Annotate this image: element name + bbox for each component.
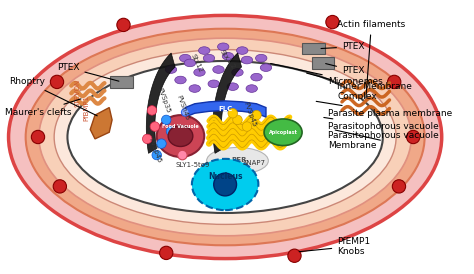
Text: FLC: FLC bbox=[218, 107, 232, 112]
Circle shape bbox=[152, 150, 162, 160]
Text: RER: RER bbox=[232, 157, 247, 163]
Text: Maurer's clefts: Maurer's clefts bbox=[5, 99, 81, 117]
Ellipse shape bbox=[9, 15, 442, 259]
Circle shape bbox=[117, 18, 130, 32]
Ellipse shape bbox=[246, 85, 257, 92]
Circle shape bbox=[214, 173, 237, 196]
Text: PfEMP1
Knobs: PfEMP1 Knobs bbox=[299, 236, 370, 256]
Text: PVSp45: PVSp45 bbox=[147, 137, 162, 164]
Circle shape bbox=[166, 127, 176, 136]
Circle shape bbox=[288, 249, 301, 262]
Ellipse shape bbox=[222, 52, 234, 60]
Text: PTEX: PTEX bbox=[57, 63, 119, 81]
Circle shape bbox=[242, 122, 252, 131]
Ellipse shape bbox=[54, 50, 396, 224]
FancyBboxPatch shape bbox=[311, 57, 334, 68]
Text: PVSn45: PVSn45 bbox=[176, 94, 191, 121]
Text: PfBMP1: PfBMP1 bbox=[83, 95, 90, 121]
Text: Food Vacuole: Food Vacuole bbox=[162, 124, 199, 129]
Ellipse shape bbox=[184, 59, 196, 67]
Circle shape bbox=[143, 134, 152, 144]
Ellipse shape bbox=[165, 66, 177, 73]
Ellipse shape bbox=[194, 68, 205, 76]
Circle shape bbox=[157, 139, 166, 149]
Circle shape bbox=[160, 246, 173, 259]
Ellipse shape bbox=[199, 47, 210, 54]
Text: SNAP7: SNAP7 bbox=[242, 159, 265, 165]
Ellipse shape bbox=[208, 80, 219, 88]
FancyBboxPatch shape bbox=[110, 76, 133, 88]
Text: PTEX: PTEX bbox=[321, 42, 365, 51]
Ellipse shape bbox=[39, 38, 411, 236]
Text: Inner Membrane
Complex: Inner Membrane Complex bbox=[307, 73, 412, 101]
Ellipse shape bbox=[26, 29, 425, 245]
Polygon shape bbox=[146, 53, 175, 153]
Ellipse shape bbox=[180, 54, 191, 62]
Circle shape bbox=[50, 75, 64, 89]
Text: Parasite plasma membrane: Parasite plasma membrane bbox=[316, 101, 452, 118]
Circle shape bbox=[178, 150, 187, 160]
Polygon shape bbox=[185, 101, 266, 117]
Text: SLY1-5to9: SLY1-5to9 bbox=[176, 162, 210, 169]
Circle shape bbox=[53, 180, 66, 193]
Polygon shape bbox=[90, 108, 112, 139]
Circle shape bbox=[182, 109, 189, 116]
Ellipse shape bbox=[237, 47, 248, 54]
Ellipse shape bbox=[157, 115, 204, 157]
Text: Parasitophorous vacuole: Parasitophorous vacuole bbox=[324, 118, 438, 131]
Ellipse shape bbox=[218, 43, 229, 51]
Text: PTEX: PTEX bbox=[326, 64, 365, 75]
Ellipse shape bbox=[168, 125, 193, 147]
Text: Rhoptry: Rhoptry bbox=[9, 77, 97, 116]
Text: Nucleus: Nucleus bbox=[208, 172, 242, 181]
Ellipse shape bbox=[189, 85, 201, 92]
Circle shape bbox=[162, 115, 171, 125]
Ellipse shape bbox=[260, 64, 272, 72]
Ellipse shape bbox=[227, 83, 238, 90]
Ellipse shape bbox=[207, 147, 268, 174]
Circle shape bbox=[252, 110, 261, 120]
Ellipse shape bbox=[175, 76, 186, 84]
Circle shape bbox=[31, 130, 45, 144]
Text: PVSp35: PVSp35 bbox=[157, 87, 172, 114]
Ellipse shape bbox=[67, 61, 383, 213]
Ellipse shape bbox=[192, 159, 258, 210]
Text: STEVON: STEVON bbox=[74, 78, 80, 107]
Ellipse shape bbox=[251, 73, 262, 81]
Circle shape bbox=[233, 115, 242, 125]
Text: Parasitophorous vacuole
Membrane: Parasitophorous vacuole Membrane bbox=[328, 130, 438, 150]
Circle shape bbox=[326, 15, 339, 29]
Text: Apicoplast: Apicoplast bbox=[269, 130, 298, 135]
Text: Stx12: Stx12 bbox=[190, 53, 204, 73]
Circle shape bbox=[407, 130, 420, 144]
Ellipse shape bbox=[203, 54, 215, 62]
Text: PVSp45: PVSp45 bbox=[242, 101, 257, 128]
Text: Stx1,2: Stx1,2 bbox=[219, 49, 236, 71]
Circle shape bbox=[147, 106, 157, 115]
Circle shape bbox=[392, 180, 406, 193]
Ellipse shape bbox=[241, 56, 253, 64]
Ellipse shape bbox=[255, 54, 267, 62]
Ellipse shape bbox=[213, 66, 224, 73]
Polygon shape bbox=[213, 53, 242, 153]
Circle shape bbox=[228, 109, 237, 118]
Text: Actin filaments: Actin filaments bbox=[337, 20, 405, 98]
FancyBboxPatch shape bbox=[302, 43, 325, 54]
Ellipse shape bbox=[232, 68, 243, 76]
Circle shape bbox=[388, 75, 401, 89]
Text: Micronemes: Micronemes bbox=[271, 64, 383, 86]
Ellipse shape bbox=[264, 119, 302, 145]
Circle shape bbox=[150, 122, 160, 131]
